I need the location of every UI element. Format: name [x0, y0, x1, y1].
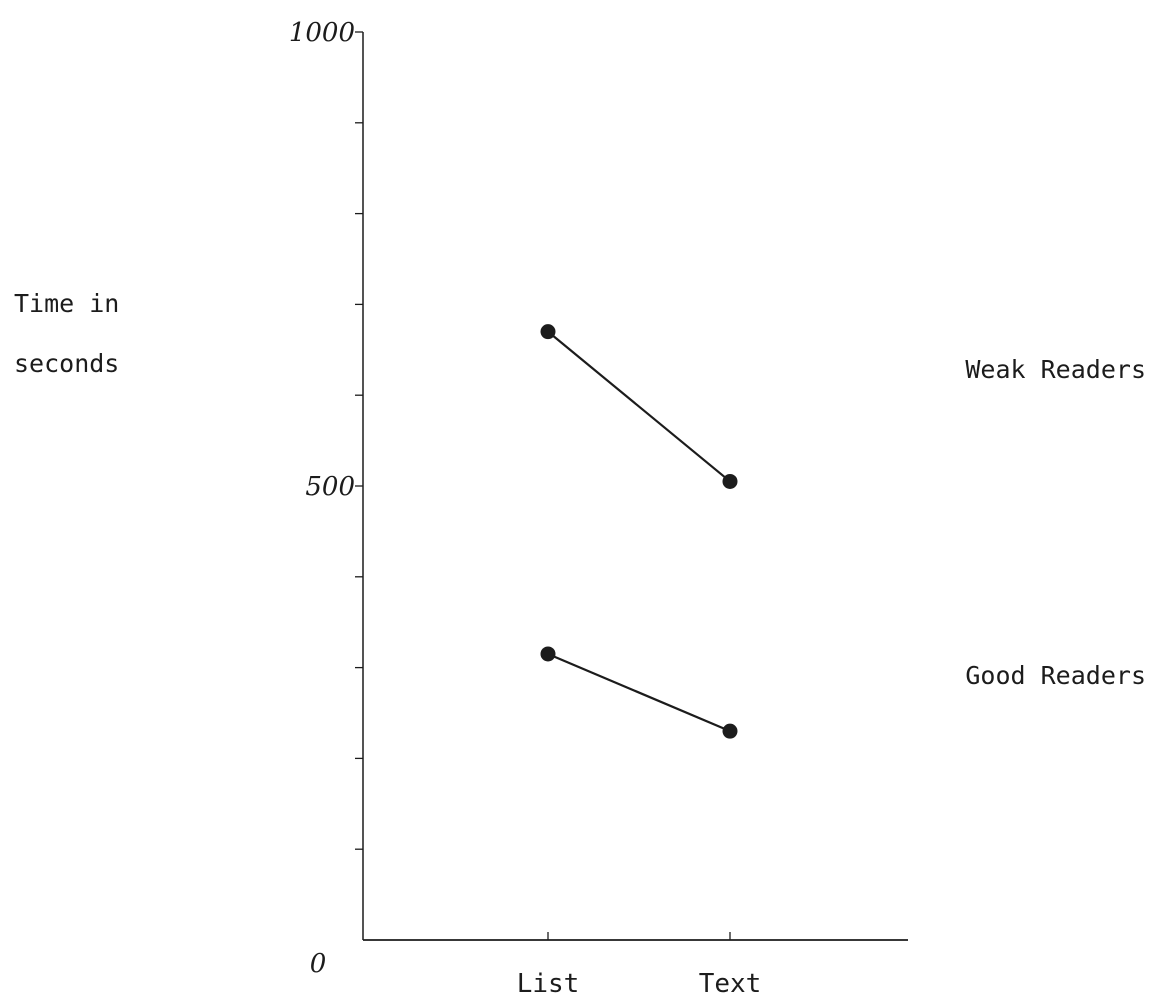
y-tick-label: 500 [305, 472, 355, 502]
weak-readers-point [540, 324, 556, 340]
good-readers-label: Good Readers [965, 661, 1146, 690]
x-tick-label: List [517, 969, 580, 999]
y-axis-label-line: Time in [14, 289, 119, 318]
labels: Time in seconds Weak Readers Good Readers [14, 289, 1146, 690]
weak-readers-point [722, 473, 738, 489]
good-readers-line [547, 652, 731, 733]
good-readers-point [722, 723, 738, 739]
y-ticks: 0 500 1000 [289, 18, 363, 979]
y-axis-label-line: seconds [14, 349, 119, 378]
x-ticks: List Text [517, 932, 762, 999]
y-tick-label: 0 [310, 949, 327, 979]
series-group [540, 324, 738, 739]
weak-readers-line [547, 330, 731, 483]
x-tick-label: Text [699, 969, 762, 999]
axes [362, 32, 908, 941]
weak-readers-label: Weak Readers [965, 355, 1146, 384]
good-readers-point [540, 646, 556, 662]
y-tick-label: 1000 [289, 18, 355, 48]
